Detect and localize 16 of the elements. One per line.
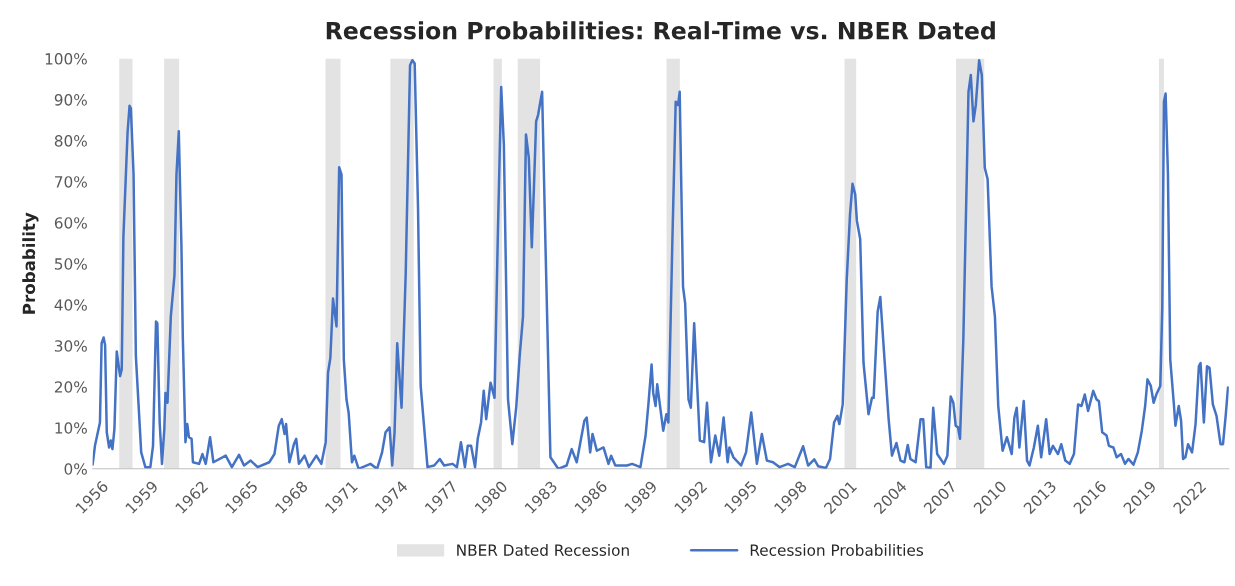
y-tick-label: 0% [64, 463, 87, 475]
y-tick-label: 80% [54, 135, 87, 147]
y-tick-label: 90% [54, 94, 87, 106]
y-tick-label: 50% [54, 258, 87, 270]
legend-label: Recession Probabilities [750, 544, 924, 556]
y-tick-label: 30% [54, 340, 87, 352]
y-tick-label: 70% [55, 176, 87, 188]
y-tick-label: 10% [55, 422, 87, 434]
chart-title: Recession Probabilities: Real-Time vs. NBER Dated [326, 21, 995, 40]
y-tick-label: 60% [54, 217, 87, 229]
line-series [92, 58, 1229, 469]
legend-label: NBER Dated Recession [457, 544, 629, 556]
y-axis-title: Probability [22, 212, 39, 314]
y-tick-label: 40% [54, 299, 87, 311]
y-tick-label: 100% [45, 53, 87, 65]
y-tick-label: 20% [54, 381, 87, 393]
